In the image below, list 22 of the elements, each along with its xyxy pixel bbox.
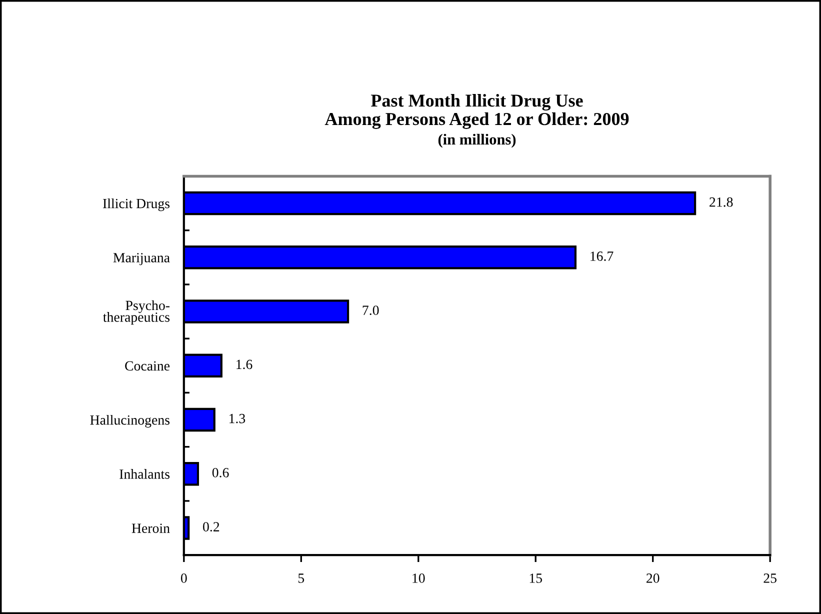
y-tick-label: Hallucinogens bbox=[90, 414, 170, 428]
data-label: 7.0 bbox=[362, 306, 379, 316]
data-label: 16.7 bbox=[590, 252, 614, 261]
y-tick-label: Inhalants bbox=[120, 469, 170, 479]
x-tick-label: 10 bbox=[412, 574, 425, 583]
data-label: 0.2 bbox=[203, 522, 220, 532]
y-tick-label: Psycho- therapeutics bbox=[103, 300, 170, 325]
data-label: 21.8 bbox=[710, 197, 733, 207]
data-label: 1.6 bbox=[236, 360, 252, 370]
x-tick-label: 20 bbox=[646, 574, 660, 583]
y-tick-label: Illicit Drugs bbox=[103, 198, 170, 212]
y-tick-label: Marijuana bbox=[113, 253, 170, 266]
data-label: 1.3 bbox=[229, 414, 246, 424]
x-tick-label: 25 bbox=[764, 574, 776, 583]
x-tick-label: 0 bbox=[180, 574, 187, 583]
y-tick-label: Cocaine bbox=[125, 361, 170, 371]
chart-subtitle: (in millions) bbox=[438, 134, 516, 148]
chart-title: Past Month Illicit Drug Use Among Persons Aged 12 or Older: 2009 bbox=[324, 94, 629, 129]
x-tick-label: 15 bbox=[530, 574, 542, 583]
x-tick-label: 5 bbox=[298, 574, 304, 583]
y-tick-label: Heroin bbox=[132, 524, 170, 533]
data-label: 0.6 bbox=[212, 468, 229, 478]
